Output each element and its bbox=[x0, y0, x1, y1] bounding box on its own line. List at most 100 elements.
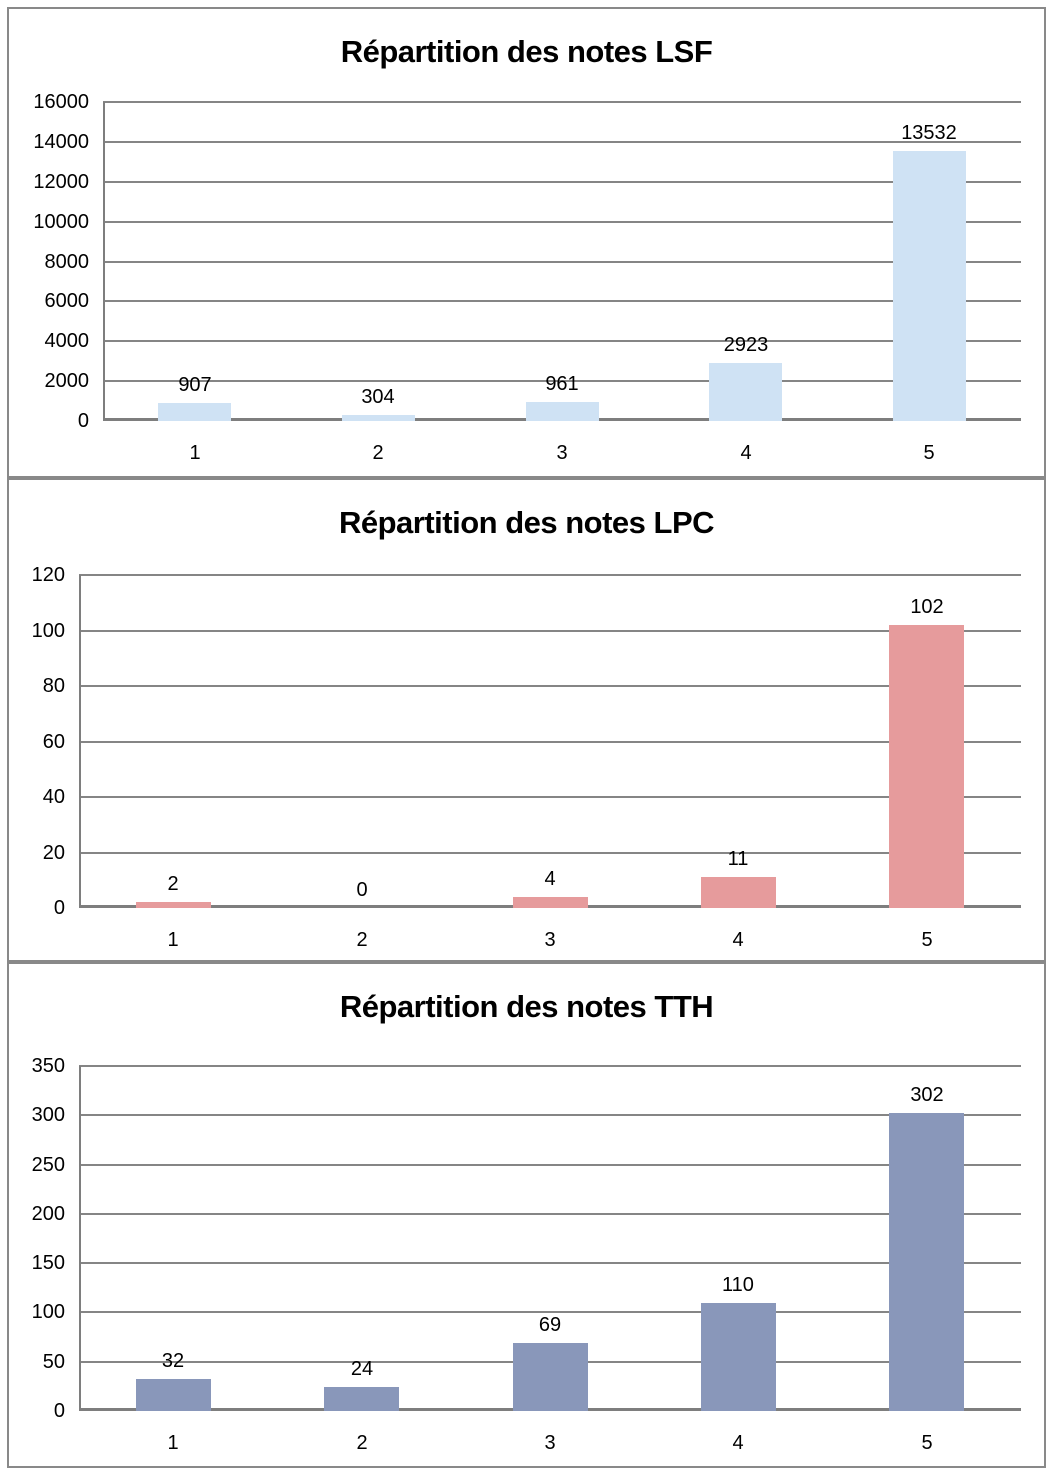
bar bbox=[324, 1387, 399, 1411]
y-tick-label: 80 bbox=[42, 675, 65, 697]
gridline bbox=[103, 220, 1021, 223]
y-tick-label: 200 bbox=[31, 1202, 65, 1225]
y-tick-label: 100 bbox=[31, 619, 65, 642]
y-axis-line bbox=[79, 1066, 81, 1411]
bar bbox=[513, 897, 588, 908]
y-tick-label: 0 bbox=[53, 897, 65, 919]
gridline bbox=[103, 180, 1021, 183]
bar bbox=[136, 902, 211, 908]
bar bbox=[889, 625, 964, 908]
y-tick-label: 20 bbox=[42, 841, 65, 864]
x-tick-label: 5 bbox=[921, 929, 933, 951]
data-label: 69 bbox=[538, 1314, 562, 1336]
y-axis-line bbox=[103, 102, 105, 421]
y-tick-label: 12000 bbox=[33, 170, 89, 193]
chart-panel-tth: Répartition des notes TTH 0 50 100 150 200 25… bbox=[7, 962, 1046, 1468]
data-label: 304 bbox=[361, 386, 395, 408]
y-tick-label: 60 bbox=[42, 730, 65, 753]
x-tick-label: 5 bbox=[923, 442, 935, 464]
y-tick-label: 150 bbox=[31, 1252, 65, 1275]
bar bbox=[526, 402, 599, 421]
bar bbox=[893, 151, 966, 421]
gridline bbox=[103, 260, 1021, 263]
gridline bbox=[79, 685, 1021, 687]
plot-area bbox=[79, 574, 1021, 908]
chart-panel-lpc: Répartition des notes LPC 0 20 40 60 80 100 12… bbox=[7, 478, 1046, 962]
bar bbox=[342, 415, 415, 421]
chart-title-tth: Répartition des notes TTH bbox=[339, 989, 714, 1024]
x-tick-label: 1 bbox=[167, 929, 179, 951]
x-tick-label: 4 bbox=[732, 929, 744, 951]
data-label: 0 bbox=[356, 879, 368, 901]
y-tick-label: 100 bbox=[31, 1301, 65, 1324]
plot-area bbox=[79, 1065, 1021, 1411]
x-tick-label: 4 bbox=[740, 442, 752, 464]
data-label: 13532 bbox=[901, 122, 957, 144]
gridline bbox=[79, 1212, 1021, 1215]
gridline bbox=[79, 1262, 1021, 1265]
data-label: 110 bbox=[722, 1274, 754, 1296]
gridline bbox=[103, 101, 1021, 103]
gridline bbox=[79, 1065, 1021, 1067]
y-tick-label: 50 bbox=[42, 1350, 65, 1373]
data-label: 102 bbox=[910, 596, 944, 618]
y-tick-label: 10000 bbox=[33, 210, 89, 233]
data-label: 2923 bbox=[723, 334, 769, 356]
y-tick-label: 2000 bbox=[44, 370, 90, 393]
data-label: 11 bbox=[727, 848, 749, 870]
bar bbox=[709, 363, 782, 421]
x-tick-label: 1 bbox=[167, 1432, 179, 1454]
bar bbox=[513, 1343, 588, 1411]
y-tick-label: 8000 bbox=[44, 250, 90, 273]
bar bbox=[136, 1379, 211, 1411]
x-tick-label: 2 bbox=[356, 929, 368, 951]
gridline bbox=[103, 380, 1021, 383]
y-tick-label: 4000 bbox=[44, 330, 90, 353]
chart-title-lsf: Répartition des notes LSF bbox=[340, 34, 713, 69]
gridline bbox=[79, 574, 1021, 576]
gridline bbox=[79, 796, 1021, 798]
y-tick-label: 120 bbox=[31, 564, 65, 586]
gridline bbox=[79, 1163, 1021, 1166]
x-tick-label: 2 bbox=[356, 1432, 368, 1454]
y-tick-label: 14000 bbox=[33, 130, 89, 153]
bar bbox=[158, 403, 231, 421]
gridline bbox=[103, 340, 1021, 343]
x-tick-label: 3 bbox=[544, 929, 556, 951]
plot-area bbox=[103, 101, 1021, 421]
bar bbox=[701, 1303, 776, 1411]
chart-panel-lsf: Répartition des notes LSF 0 2000 4000 6000 8… bbox=[7, 7, 1046, 478]
data-label: 961 bbox=[545, 373, 579, 395]
gridline bbox=[103, 300, 1021, 303]
x-tick-label: 2 bbox=[372, 442, 384, 464]
gridline bbox=[79, 1311, 1021, 1314]
data-label: 2 bbox=[167, 873, 179, 895]
data-label: 907 bbox=[178, 374, 212, 396]
y-tick-label: 250 bbox=[31, 1153, 65, 1176]
data-label: 4 bbox=[544, 868, 556, 890]
data-label: 32 bbox=[161, 1350, 185, 1372]
chart-canvas-lsf: 0 2000 4000 6000 8000 10000 12000 14000 16000 907… bbox=[9, 9, 1044, 476]
chart-title-lpc: Répartition des notes LPC bbox=[338, 505, 715, 540]
chart-canvas-lpc: 0 20 40 60 80 100 120 2 1 0 2 4 3 11 4 102 5 bbox=[9, 480, 1044, 960]
y-tick-label: 0 bbox=[77, 410, 89, 432]
gridline bbox=[79, 629, 1021, 632]
gridline bbox=[103, 140, 1021, 143]
bar bbox=[701, 877, 776, 908]
gridline bbox=[79, 1114, 1021, 1117]
x-tick-label: 5 bbox=[921, 1432, 933, 1454]
x-tick-label: 4 bbox=[732, 1432, 744, 1454]
gridline bbox=[79, 740, 1021, 743]
x-tick-label: 3 bbox=[544, 1432, 556, 1454]
y-tick-label: 6000 bbox=[44, 290, 90, 313]
gridline bbox=[79, 851, 1021, 854]
y-tick-label: 40 bbox=[42, 786, 65, 808]
x-tick-label: 1 bbox=[189, 442, 201, 464]
chart-canvas-tth: 0 50 100 150 200 250 300 350 32 1 24 2 69 3 110 4 302 5 bbox=[9, 964, 1044, 1466]
data-label: 302 bbox=[910, 1084, 944, 1106]
y-axis-line bbox=[79, 575, 81, 908]
y-tick-label: 350 bbox=[31, 1055, 65, 1077]
y-tick-label: 300 bbox=[31, 1104, 65, 1127]
y-tick-label: 16000 bbox=[33, 91, 89, 113]
bar bbox=[889, 1113, 964, 1411]
